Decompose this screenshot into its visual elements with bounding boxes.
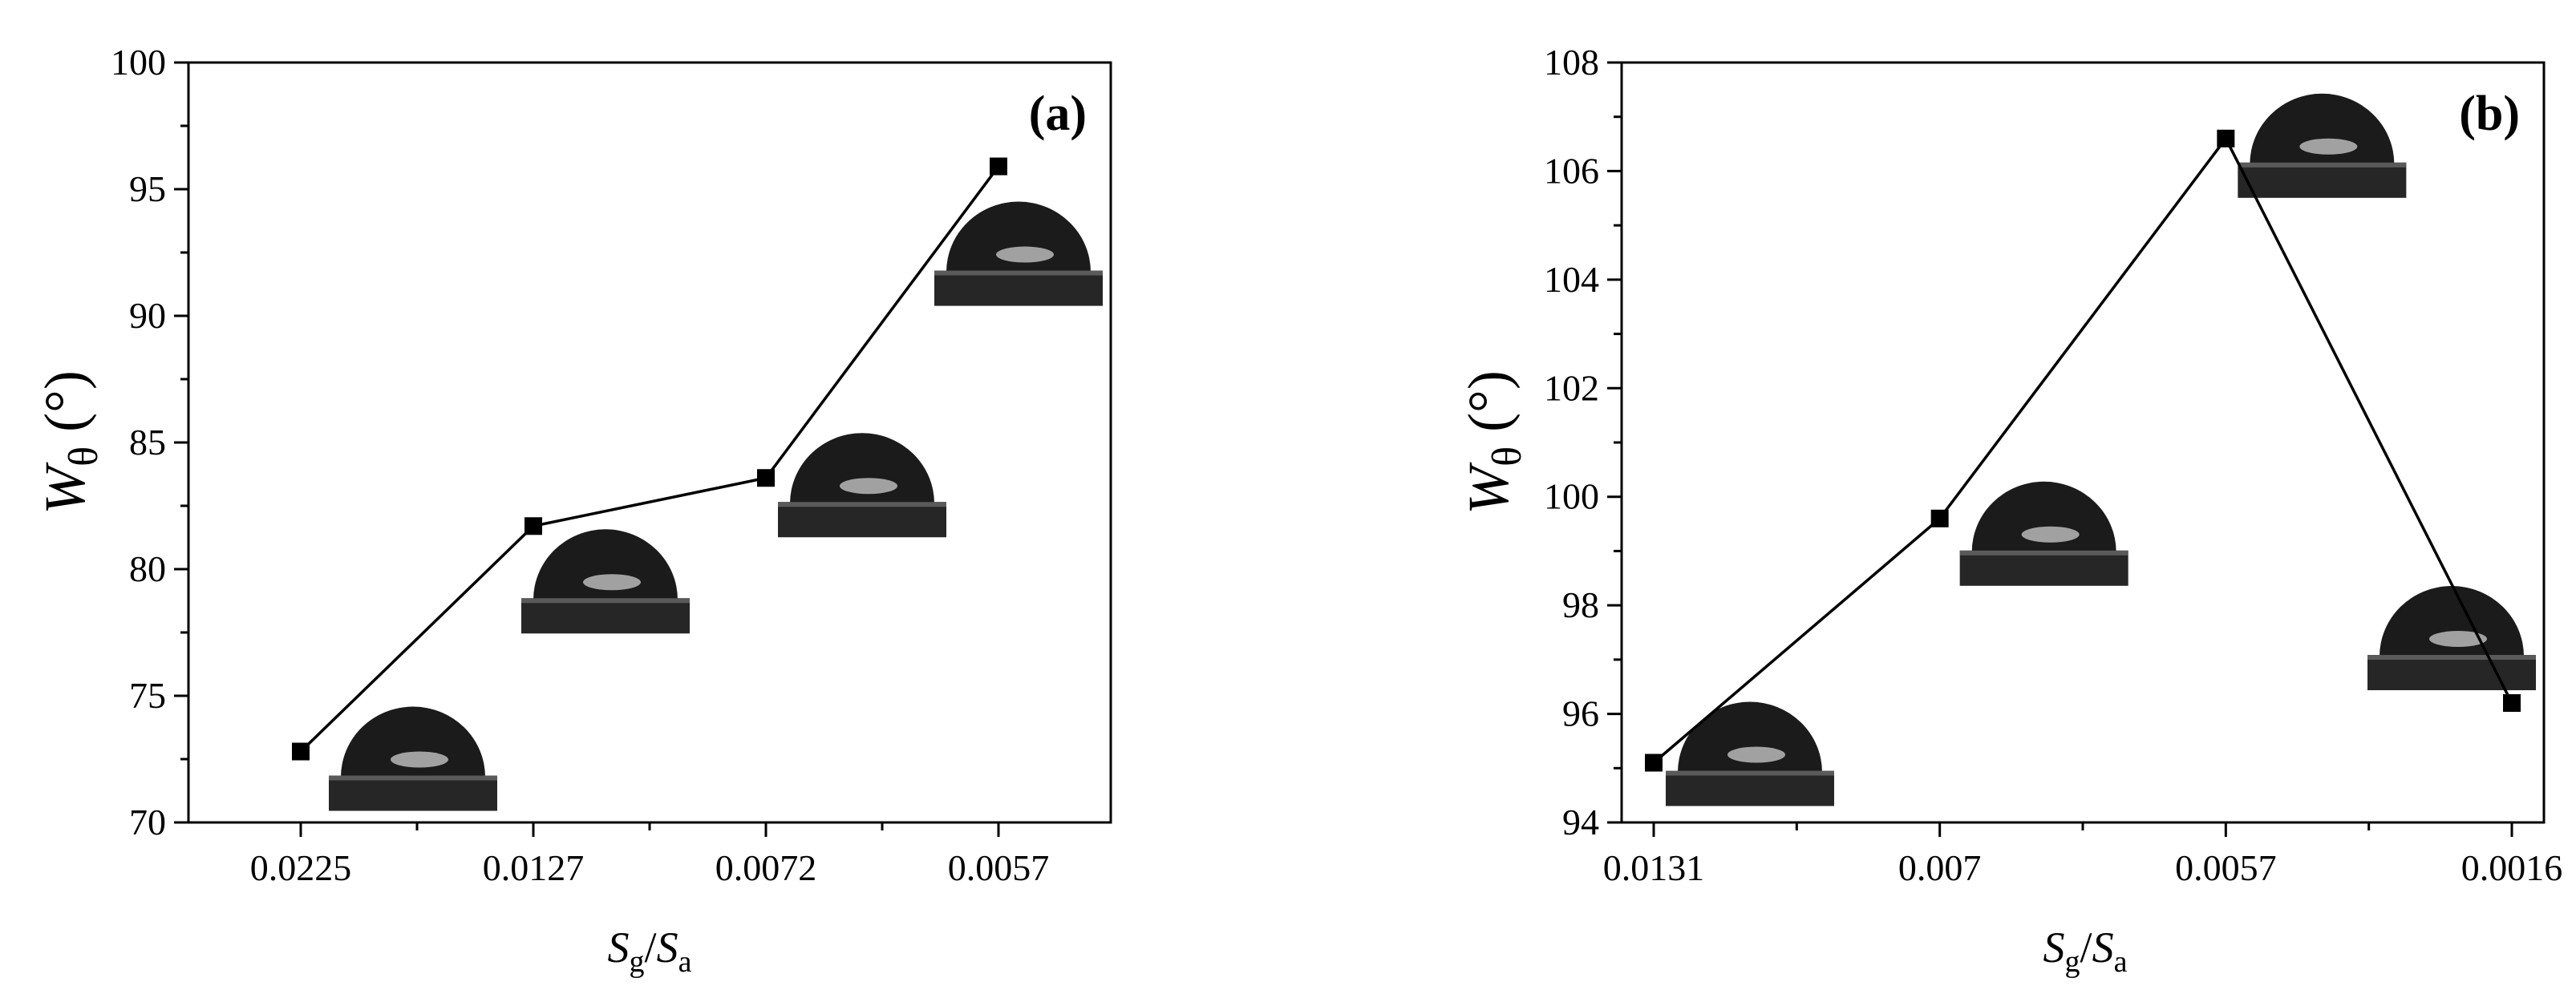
droplet-substrate [521,598,690,634]
x-axis-label-a: Sg/Sa [608,923,692,979]
y-axis-label-a: Wθ (°) [33,370,107,515]
x-tick-label-a: 0.0072 [715,847,817,888]
droplet-photo-a [934,201,1103,306]
droplet-highlight [1727,746,1785,763]
y-ticks-b: 94 96 98 100 102 104 106 108 [1544,42,1622,842]
droplet-highlight [2021,526,2080,543]
droplet-baseline [1959,550,2128,556]
droplet-substrate [329,775,497,811]
series-a [292,157,1007,761]
x-tick-label-b: 0.0131 [1603,847,1705,888]
data-point-b [1930,509,1949,527]
droplet-photo-b [1959,481,2128,586]
x-tick-label-b: 0.0016 [2461,847,2563,888]
droplet-highlight [996,246,1054,263]
droplet-shape [790,433,934,504]
droplet-photo-a [521,529,690,634]
droplet-shape [533,529,678,600]
droplet-baseline [2238,162,2407,168]
droplet-substrate [778,502,946,538]
data-point-b [1645,754,1663,772]
y-tick-label-a: 80 [129,548,166,589]
series-line-a [299,165,1000,753]
droplet-photo-b [2367,586,2536,691]
x-tick-label-b: 0.007 [1898,847,1982,888]
x-ticks-b: 0.0131 0.007 0.0057 0.0016 [1603,822,2563,888]
y-tick-label-a: 100 [111,42,166,83]
y-tick-label-b: 94 [1562,802,1599,842]
series-line-b [1652,135,2513,764]
droplet-highlight [583,574,641,591]
droplet-substrate [2238,162,2407,198]
x-tick-label-a: 0.0225 [250,847,352,888]
droplet-shape [341,706,485,778]
x-ticks-a: 0.0225 0.0127 0.0072 0.0057 [250,822,1050,888]
droplet-highlight [840,478,897,495]
x-tick-label-a: 0.0127 [483,847,585,888]
y-tick-label-b: 96 [1562,693,1599,734]
droplet-baseline [329,775,497,781]
droplet-baseline [1666,770,1834,776]
chart-panel-a: 70 75 80 85 90 95 100 0.0225 0.0127 0.0072 0.0057… [33,42,1112,979]
droplet-highlight [2299,138,2358,155]
x-axis-label-b: Sg/Sa [2043,923,2128,979]
y-tick-label-a: 75 [129,675,166,716]
droplet-substrate [1959,550,2128,586]
droplet-photo-b [1666,701,1834,806]
data-point-a [757,469,775,487]
droplet-baseline [934,270,1103,276]
droplet-photo-b [2238,93,2407,198]
droplet-baseline [521,598,690,604]
droplet-highlight [2429,631,2487,648]
droplet-insets-a [329,201,1103,811]
y-tick-label-b: 106 [1544,150,1599,191]
y-tick-label-a: 90 [129,295,166,336]
droplet-baseline [2367,655,2536,661]
y-tick-label-b: 98 [1562,584,1599,625]
y-tick-label-a: 95 [129,168,166,209]
y-tick-label-b: 102 [1544,367,1599,408]
droplet-baseline [778,502,946,507]
droplet-shape [946,201,1091,273]
droplet-photo-a [329,706,497,811]
droplet-photo-a [778,433,946,538]
data-point-a [990,157,1007,176]
droplet-shape [2250,93,2395,164]
y-tick-label-a: 85 [129,422,166,463]
droplet-substrate [2367,655,2536,691]
droplet-insets-b [1666,93,2536,806]
data-point-a [292,742,310,761]
x-tick-label-a: 0.0057 [948,847,1050,888]
x-tick-label-b: 0.0057 [2175,847,2277,888]
y-tick-label-b: 108 [1544,42,1599,83]
y-tick-label-a: 70 [129,802,166,842]
y-tick-label-b: 100 [1544,476,1599,517]
droplet-highlight [391,751,448,768]
droplet-shape [1678,701,1822,773]
panel-label-b: (b) [2459,87,2520,141]
y-ticks-a: 70 75 80 85 90 95 100 [111,42,188,842]
panel-label-a: (a) [1029,87,1087,141]
data-point-a [525,517,542,535]
y-tick-label-b: 104 [1544,259,1599,300]
y-axis-label-b: Wθ (°) [1456,370,1530,515]
data-point-b [2217,129,2235,147]
droplet-shape [2380,586,2524,657]
series-b [1645,129,2521,772]
droplet-substrate [934,270,1103,306]
droplet-shape [1971,481,2116,552]
data-point-b [2503,694,2521,713]
plot-frame-a [187,61,1112,824]
droplet-substrate [1666,770,1834,806]
